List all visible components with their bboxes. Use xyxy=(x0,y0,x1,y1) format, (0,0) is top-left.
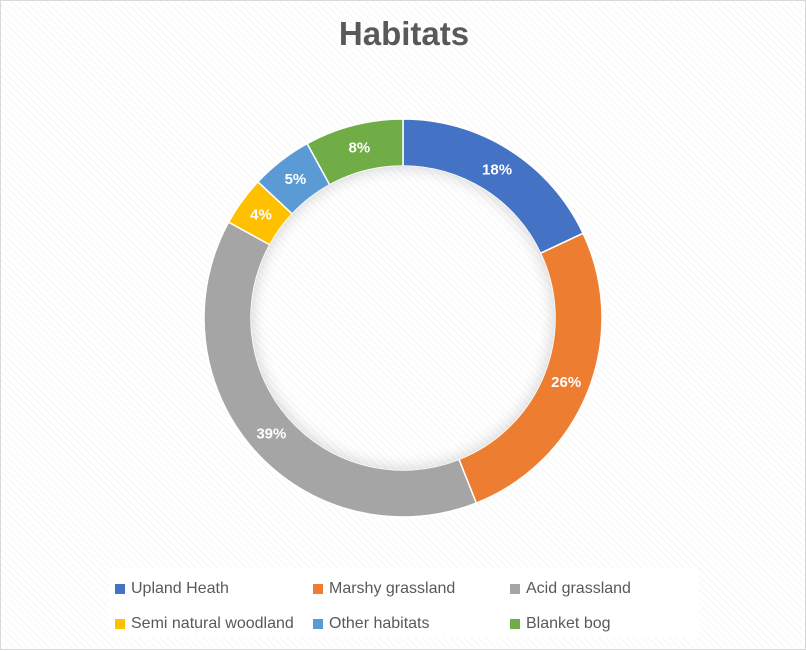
data-label: 26% xyxy=(551,374,581,391)
legend-swatch xyxy=(313,619,323,629)
legend-swatch xyxy=(510,619,520,629)
legend-item-acid-grassland: Acid grassland xyxy=(510,580,631,598)
legend-swatch xyxy=(115,584,125,594)
data-label: 8% xyxy=(349,140,371,157)
data-label: 5% xyxy=(285,171,307,188)
data-label: 39% xyxy=(256,426,286,443)
legend-item-semi-natural-woodland: Semi natural woodland xyxy=(115,615,294,633)
data-label: 4% xyxy=(250,206,272,223)
legend-label: Upland Heath xyxy=(131,580,229,597)
legend-item-blanket-bog: Blanket bog xyxy=(510,615,611,633)
legend-label: Blanket bog xyxy=(526,615,611,632)
donut-hole xyxy=(251,166,555,470)
legend-label: Marshy grassland xyxy=(329,580,456,597)
legend-swatch xyxy=(510,584,520,594)
chart-title: Habitats xyxy=(338,15,470,52)
legend: Upland Heath Marshy grassland Acid grass… xyxy=(109,569,699,637)
legend-swatch xyxy=(115,619,125,629)
legend-item-upland-heath: Upland Heath xyxy=(115,580,229,598)
legend-label: Acid grassland xyxy=(526,580,631,597)
legend-item-other-habitats: Other habitats xyxy=(313,615,430,633)
legend-swatch xyxy=(313,584,323,594)
data-label: 18% xyxy=(482,161,512,178)
legend-label: Semi natural woodland xyxy=(131,615,294,632)
legend-label: Other habitats xyxy=(329,615,430,632)
legend-item-marshy-grassland: Marshy grassland xyxy=(313,580,455,598)
